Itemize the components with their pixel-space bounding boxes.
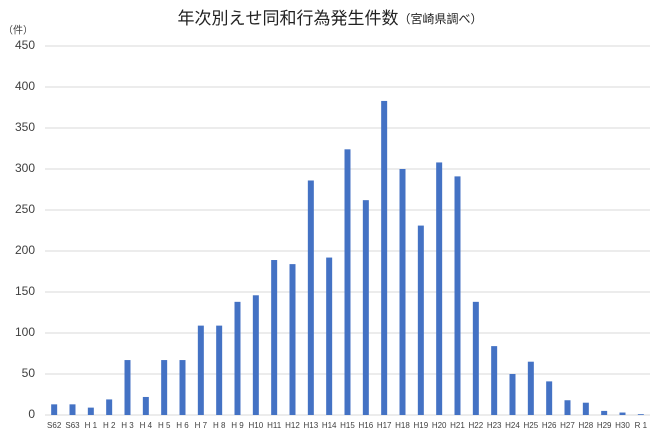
x-tick-label: H 2 bbox=[103, 421, 116, 430]
x-tick-label: H25 bbox=[523, 421, 538, 430]
x-tick-label: H10 bbox=[248, 421, 263, 430]
bar bbox=[582, 402, 589, 415]
x-tick-label: H14 bbox=[322, 421, 337, 430]
bar bbox=[124, 360, 131, 415]
bar bbox=[197, 325, 204, 415]
bar bbox=[454, 176, 461, 415]
bar bbox=[69, 404, 76, 415]
bar bbox=[381, 100, 388, 415]
bar bbox=[216, 325, 223, 415]
bar bbox=[436, 162, 443, 415]
bar bbox=[601, 410, 608, 415]
y-tick-label: 100 bbox=[15, 325, 35, 339]
bar bbox=[619, 412, 626, 415]
x-tick-label: H 6 bbox=[176, 421, 189, 430]
chart-title-group: 年次別えせ同和行為発生件数（宮崎県調べ） bbox=[177, 9, 482, 28]
x-tick-label: H12 bbox=[285, 421, 300, 430]
x-tick-label: H19 bbox=[413, 421, 428, 430]
bar bbox=[472, 301, 479, 415]
bar bbox=[326, 257, 333, 415]
bar bbox=[362, 200, 369, 415]
bar bbox=[637, 414, 644, 415]
x-tick-label: H 7 bbox=[195, 421, 208, 430]
x-tick-label: H24 bbox=[505, 421, 520, 430]
x-tick-label: H 3 bbox=[121, 421, 134, 430]
chart-subtitle: （宮崎県調べ） bbox=[398, 11, 482, 26]
bar bbox=[161, 360, 168, 415]
bar bbox=[106, 399, 113, 415]
x-tick-label: R 1 bbox=[635, 421, 648, 430]
chart-title: 年次別えせ同和行為発生件数 bbox=[177, 9, 398, 28]
x-tick-label: H22 bbox=[468, 421, 483, 430]
y-axis-label: （件） bbox=[3, 25, 33, 37]
x-tick-label: H16 bbox=[358, 421, 373, 430]
bar bbox=[527, 361, 534, 415]
bar bbox=[142, 396, 149, 415]
bar bbox=[252, 295, 259, 415]
x-tick-label: H13 bbox=[303, 421, 318, 430]
bar bbox=[307, 180, 314, 415]
y-tick-label: 350 bbox=[15, 120, 35, 134]
bar bbox=[509, 374, 516, 415]
x-tick-label: S63 bbox=[65, 421, 80, 430]
y-tick-label: 450 bbox=[15, 38, 35, 52]
y-tick-label: 300 bbox=[15, 161, 35, 175]
bar bbox=[271, 260, 278, 415]
x-tick-label: H26 bbox=[542, 421, 557, 430]
x-tick-label: H17 bbox=[377, 421, 392, 430]
x-tick-label: H15 bbox=[340, 421, 355, 430]
bar bbox=[234, 301, 241, 415]
x-tick-label: H 9 bbox=[231, 421, 244, 430]
bar bbox=[564, 400, 571, 415]
x-tick-label: H28 bbox=[578, 421, 593, 430]
x-tick-label: H 1 bbox=[85, 421, 98, 430]
x-tick-label: H23 bbox=[487, 421, 502, 430]
x-tick-label: H30 bbox=[615, 421, 630, 430]
x-tick-label: H 4 bbox=[140, 421, 153, 430]
bar bbox=[491, 346, 498, 415]
x-tick-label: H 8 bbox=[213, 421, 226, 430]
x-tick-label: H27 bbox=[560, 421, 575, 430]
bar bbox=[546, 381, 553, 415]
y-tick-label: 0 bbox=[28, 407, 35, 421]
x-tick-label: H20 bbox=[432, 421, 447, 430]
y-tick-label: 50 bbox=[22, 366, 36, 380]
bar bbox=[87, 407, 94, 415]
y-tick-label: 150 bbox=[15, 284, 35, 298]
x-tick-label: H 5 bbox=[158, 421, 171, 430]
bar bbox=[289, 264, 296, 415]
x-tick-label: H18 bbox=[395, 421, 410, 430]
y-tick-label: 200 bbox=[15, 243, 35, 257]
bar bbox=[417, 225, 424, 415]
bar bbox=[179, 360, 186, 415]
x-tick-label: S62 bbox=[47, 421, 62, 430]
x-tick-label: H29 bbox=[597, 421, 612, 430]
y-tick-label: 400 bbox=[15, 79, 35, 93]
x-tick-label: H11 bbox=[267, 421, 282, 430]
bar bbox=[344, 149, 351, 415]
x-tick-label: H21 bbox=[450, 421, 465, 430]
y-tick-label: 250 bbox=[15, 202, 35, 216]
bar bbox=[399, 169, 406, 415]
bar bbox=[51, 404, 58, 415]
